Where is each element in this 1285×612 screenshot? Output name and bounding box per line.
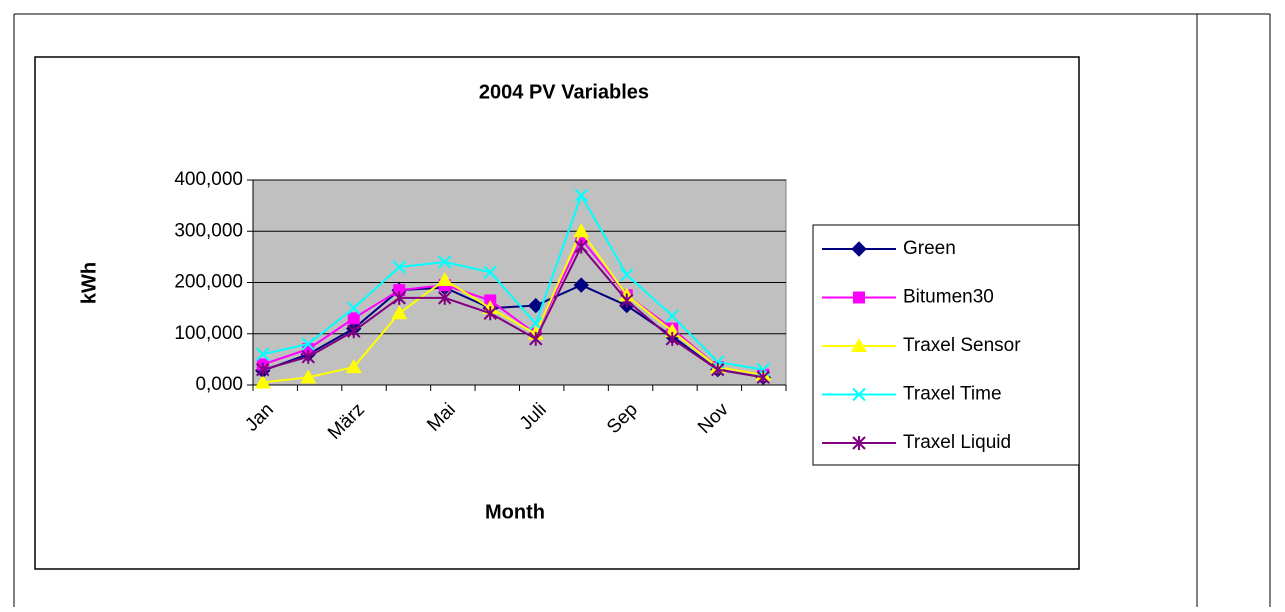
marker bbox=[574, 188, 588, 203]
marker bbox=[347, 324, 361, 339]
marker bbox=[620, 293, 634, 308]
marker-stroke bbox=[620, 268, 634, 282]
marker bbox=[256, 362, 270, 377]
marker-stroke bbox=[483, 265, 497, 279]
marker bbox=[393, 284, 406, 297]
marker bbox=[345, 359, 362, 374]
marker bbox=[665, 309, 679, 323]
legend-label: Traxel Time bbox=[903, 384, 1002, 405]
marker bbox=[436, 271, 453, 286]
marker bbox=[438, 290, 452, 305]
y-tick-label: 400,000 bbox=[174, 169, 243, 190]
marker bbox=[256, 347, 270, 361]
series-line bbox=[262, 192, 764, 371]
marker bbox=[392, 260, 406, 274]
marker-stroke bbox=[529, 316, 543, 331]
marker-stroke bbox=[665, 309, 679, 323]
marker bbox=[529, 331, 543, 346]
marker bbox=[573, 277, 589, 293]
marker-stroke bbox=[301, 337, 315, 351]
marker bbox=[851, 241, 867, 257]
marker bbox=[711, 362, 725, 377]
series-line bbox=[262, 283, 764, 379]
marker bbox=[392, 290, 406, 305]
marker bbox=[391, 305, 408, 320]
marker-stroke bbox=[438, 255, 452, 269]
marker-stroke bbox=[347, 301, 361, 315]
marker bbox=[852, 436, 866, 450]
legend-label: Traxel Sensor bbox=[903, 335, 1021, 356]
marker-stroke bbox=[574, 188, 588, 203]
legend-label: Traxel Liquid bbox=[903, 432, 1011, 453]
marker-stroke bbox=[852, 387, 866, 402]
marker-stroke bbox=[256, 347, 270, 361]
marker bbox=[528, 297, 544, 314]
marker bbox=[254, 374, 271, 389]
marker bbox=[301, 337, 315, 351]
series-line bbox=[262, 244, 764, 379]
marker bbox=[665, 331, 679, 346]
marker-stroke bbox=[392, 260, 406, 274]
y-tick-label: 100,000 bbox=[174, 323, 243, 344]
marker bbox=[853, 291, 865, 304]
series-line bbox=[262, 237, 764, 376]
marker bbox=[756, 370, 770, 385]
y-axis-title: kWh bbox=[78, 262, 100, 304]
x-axis-title: Month bbox=[485, 501, 545, 523]
y-tick-label: 0,000 bbox=[195, 374, 243, 395]
marker bbox=[347, 312, 360, 325]
marker bbox=[852, 387, 866, 402]
marker bbox=[573, 223, 590, 238]
marker bbox=[301, 349, 315, 364]
y-tick-label: 200,000 bbox=[174, 272, 243, 293]
marker bbox=[438, 255, 452, 269]
legend-label: Bitumen30 bbox=[903, 287, 994, 308]
legend-label: Green bbox=[903, 238, 956, 259]
marker bbox=[574, 239, 588, 254]
marker bbox=[347, 301, 361, 315]
chart-title: 2004 PV Variables bbox=[479, 81, 649, 103]
marker bbox=[620, 268, 634, 282]
marker bbox=[483, 265, 497, 279]
marker bbox=[851, 338, 867, 352]
marker bbox=[529, 316, 543, 331]
marker bbox=[483, 306, 497, 321]
y-tick-label: 300,000 bbox=[174, 220, 243, 241]
marker bbox=[300, 369, 317, 384]
